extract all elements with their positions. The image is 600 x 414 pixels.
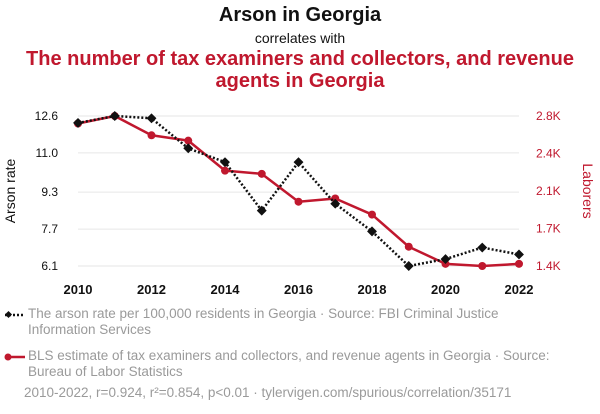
arson-point-2018 <box>367 226 377 237</box>
y-left-tick-label: 7.7 <box>41 222 58 236</box>
x-tick-label: 2010 <box>64 282 93 297</box>
series-laborers-line <box>77 114 520 268</box>
chart-plot: 6.1 7.7 9.3 11.0 12.6 1.4K 1.7K 2.1K 2.4K 2.8K 201… <box>2 109 596 297</box>
y-right-tick-label: 2.1K <box>536 184 561 198</box>
y-right-tick-label: 1.7K <box>536 222 561 236</box>
y-right-tick-label: 1.4K <box>536 259 561 273</box>
y-right-tick-label: 2.4K <box>536 147 561 161</box>
x-tick-label: 2022 <box>505 282 534 297</box>
y-right-axis-label: Laborers <box>580 163 596 218</box>
arson-point-2011 <box>109 111 120 121</box>
legend-swatch-laborers <box>4 353 25 361</box>
legend-label-arson: The arson rate per 100,000 residents in … <box>28 306 499 337</box>
x-tick-label: 2020 <box>431 282 460 297</box>
laborers-point-2022 <box>515 259 523 268</box>
y-left-axis-label: Arson rate <box>2 158 18 223</box>
chart-title-bottom: The number of tax examiners and collecto… <box>26 48 574 92</box>
legend-label-laborers: BLS estimate of tax examiners and collec… <box>28 348 550 379</box>
laborers-point-2016 <box>294 197 303 206</box>
arson-point-2022 <box>514 249 524 260</box>
x-tick-label: 2014 <box>211 282 241 297</box>
arson-point-2012 <box>146 113 157 124</box>
laborers-point-2017 <box>331 194 340 203</box>
laborers-point-2013 <box>184 136 193 145</box>
laborers-point-2014 <box>221 166 229 175</box>
laborers-point-2015 <box>257 169 266 178</box>
y-left-tick-label: 11.0 <box>36 146 59 160</box>
arson-point-2021 <box>477 242 488 253</box>
arson-point-2017 <box>330 198 341 209</box>
arson-point-2015 <box>256 205 267 216</box>
laborers-point-2021 <box>478 262 487 270</box>
chart-footer: 2010-2022, r=0.924, r²=0.854, p<0.01 · t… <box>24 385 512 400</box>
y-left-tick-label: 12.6 <box>35 109 59 123</box>
y-right-tick-label: 2.8K <box>536 109 561 123</box>
arson-point-2013 <box>183 143 194 154</box>
x-tick-label: 2012 <box>137 282 166 297</box>
legend-swatch-arson <box>4 310 25 319</box>
y-left-tick-label: 9.3 <box>41 185 58 199</box>
arson-point-2014 <box>220 157 230 168</box>
arson-point-2016 <box>293 157 304 168</box>
laborers-point-2019 <box>404 242 413 251</box>
series-arson-line <box>77 114 520 268</box>
arson-point-2019 <box>403 261 414 271</box>
chart-subtitle: correlates with <box>254 30 346 46</box>
x-tick-label: 2018 <box>358 282 387 297</box>
chart-title-top: Arson in Georgia <box>218 4 382 26</box>
y-left-tick-label: 6.1 <box>41 259 58 273</box>
arson-point-2020 <box>440 254 451 265</box>
laborers-point-2012 <box>147 131 156 140</box>
laborers-point-2018 <box>368 210 376 219</box>
x-tick-label: 2016 <box>284 282 313 297</box>
arson-point-2010 <box>73 117 83 128</box>
